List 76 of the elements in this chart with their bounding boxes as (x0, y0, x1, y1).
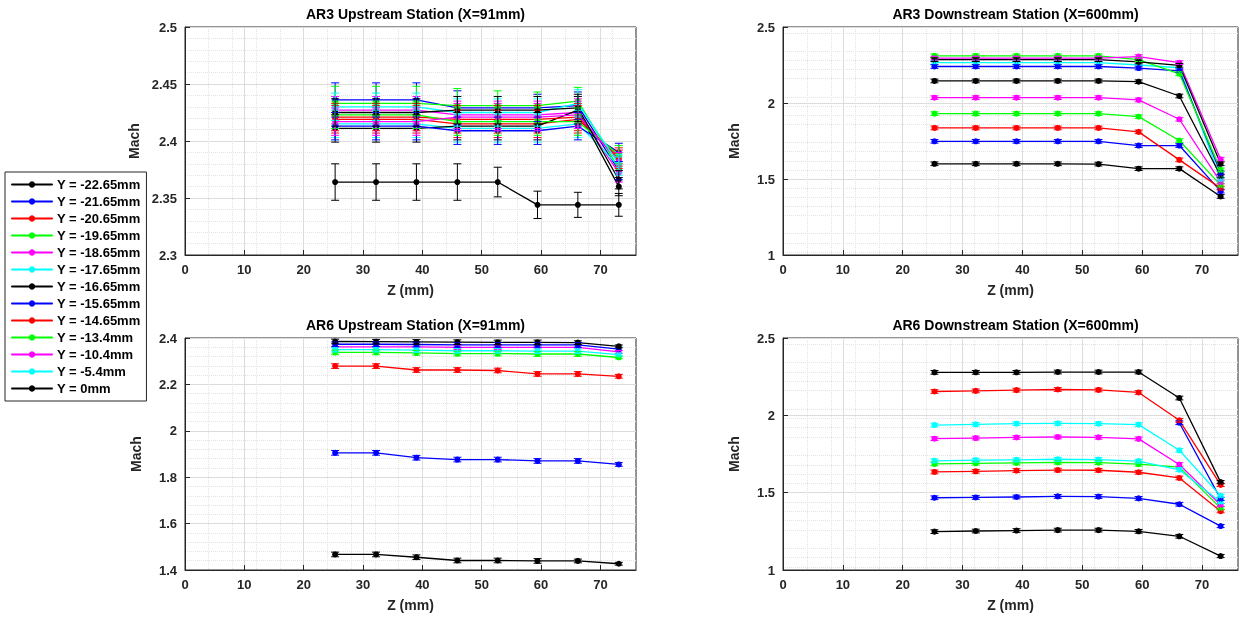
y-axis-title: Mach (125, 123, 142, 159)
x-tick-label: 70 (1194, 577, 1210, 592)
y-tick-label: 1 (767, 247, 775, 263)
legend-label: Y = -14.65mm (57, 313, 141, 328)
legend-label: Y = -17.65mm (57, 262, 141, 277)
x-tick-label: 60 (533, 577, 549, 592)
legend-label: Y = -18.65mm (57, 245, 141, 260)
x-tick-label: 10 (237, 577, 252, 592)
y-axis-title: Mach (128, 436, 144, 472)
x-tick-label: 60 (533, 262, 549, 277)
x-tick-label: 50 (1075, 577, 1090, 592)
x-tick-label: 50 (1075, 262, 1090, 277)
x-tick-label: 20 (296, 577, 311, 592)
chart-title: AR3 Upstream Station (X=91mm) (305, 6, 526, 22)
y-tick-label: 2 (767, 407, 775, 423)
x-tick-label: 60 (1134, 262, 1150, 277)
x-tick-label: 10 (835, 262, 851, 277)
y-tick-label: 2.2 (158, 376, 177, 392)
y-axis-title: Mach (726, 436, 742, 472)
x-tick-label: 60 (1134, 577, 1150, 592)
legend-label: Y = -19.65mm (57, 228, 141, 243)
y-tick-label: 1.8 (158, 469, 177, 485)
x-tick-label: 30 (955, 577, 970, 592)
x-tick-label: 70 (593, 577, 608, 592)
x-tick-label: 40 (415, 577, 430, 592)
x-tick-label: 0 (181, 262, 189, 277)
y-tick-label: 2.3 (158, 247, 177, 263)
x-tick-label: 20 (895, 262, 910, 277)
y-tick-label: 2.35 (151, 190, 177, 206)
x-tick-label: 30 (955, 262, 970, 277)
y-tick-label: 2.4 (158, 133, 178, 149)
legend-label: Y = -13.4mm (57, 330, 134, 345)
y-axis-title: Mach (726, 123, 742, 159)
y-tick-label: 1.5 (756, 485, 775, 501)
y-tick-label: 1 (767, 562, 775, 578)
legend-label: Y = -15.65mm (57, 296, 141, 311)
x-tick-label: 10 (237, 262, 252, 277)
x-tick-label: 30 (355, 577, 371, 592)
legend-label: Y = -21.65mm (57, 194, 141, 209)
x-tick-label: 20 (296, 262, 311, 277)
legend-label: Y = -20.65mm (57, 211, 141, 226)
y-tick-label: 2.4 (158, 330, 178, 346)
x-tick-label: 0 (181, 577, 189, 592)
x-axis-title: Z (mm) (987, 282, 1034, 298)
legend-label: Y = -10.4mm (57, 347, 134, 362)
x-tick-label: 10 (835, 577, 851, 592)
legend-label: Y = 0mm (57, 381, 111, 396)
x-tick-label: 50 (474, 262, 489, 277)
y-tick-label: 2.45 (151, 76, 177, 92)
x-tick-label: 50 (474, 577, 489, 592)
x-tick-label: 70 (593, 262, 608, 277)
legend-label: Y = -22.65mm (57, 177, 141, 192)
x-tick-label: 40 (1015, 577, 1030, 592)
x-tick-label: 40 (1015, 262, 1030, 277)
x-tick-label: 70 (1194, 262, 1210, 277)
x-tick-label: 0 (779, 577, 787, 592)
x-tick-label: 30 (355, 262, 371, 277)
x-tick-label: 40 (415, 262, 430, 277)
y-tick-label: 2.5 (158, 19, 177, 35)
chart-title: AR6 Downstream Station (X=600mm) (892, 317, 1139, 333)
y-tick-label: 2.5 (756, 330, 775, 346)
x-tick-label: 0 (779, 262, 787, 277)
legend-label: Y = -5.4mm (57, 364, 126, 379)
chart-title: AR3 Downstream Station (X=600mm) (892, 6, 1139, 22)
y-tick-label: 2 (169, 423, 177, 439)
y-tick-label: 1.5 (756, 171, 775, 187)
chart-title: AR6 Upstream Station (X=91mm) (305, 317, 526, 333)
x-axis-title: Z (mm) (387, 597, 434, 613)
x-tick-label: 20 (895, 577, 910, 592)
y-tick-label: 1.4 (158, 562, 178, 578)
y-tick-label: 2 (767, 95, 775, 111)
legend-label: Y = -16.65mm (57, 279, 141, 294)
y-tick-label: 2.5 (756, 19, 775, 35)
x-axis-title: Z (mm) (387, 282, 434, 298)
x-axis-title: Z (mm) (987, 597, 1034, 613)
y-tick-label: 1.6 (158, 516, 177, 532)
